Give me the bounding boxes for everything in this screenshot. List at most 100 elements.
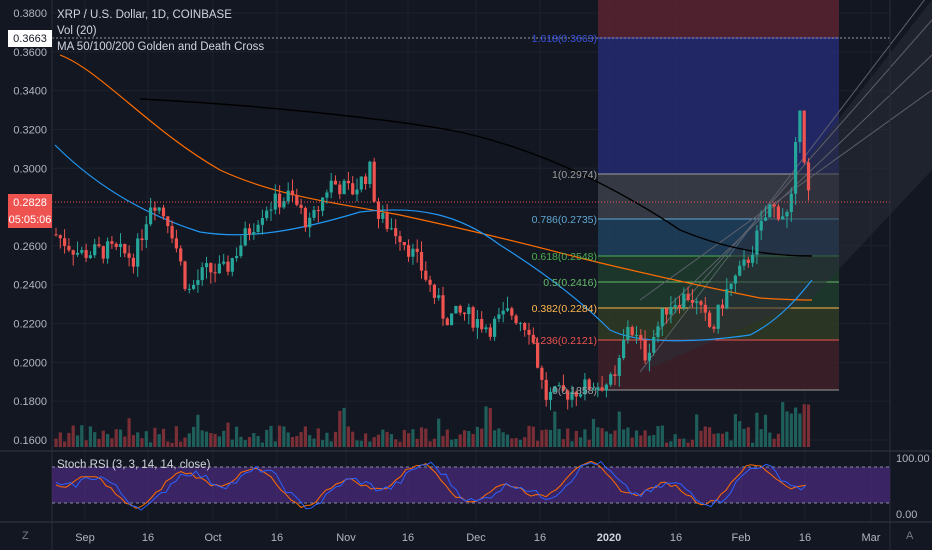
volume-bar [540,430,544,447]
candle [527,329,531,335]
candle [587,379,591,390]
regression-channel[interactable] [639,0,932,373]
candle [493,318,497,337]
volume-bar [75,435,80,447]
fib-level-label: 0.236(0.2121) [532,335,597,347]
auto-scale-button[interactable]: A [906,530,914,542]
volume-indicator-label[interactable]: Vol (20) [57,25,97,37]
candle [123,243,127,254]
candle [286,190,290,202]
volume-bar [161,428,166,447]
fib-zone-top [598,0,839,38]
stoch-indicator-label[interactable]: Stoch RSI (3, 3, 14, 14, close) [57,459,211,471]
candle [763,217,768,221]
volume-bar [157,434,161,447]
volume-bar [269,425,273,447]
volume-bar [131,435,135,447]
volume-bar [613,430,617,447]
volume-bar [690,439,694,447]
volume-bar [54,438,58,447]
volume-bar [639,435,643,447]
chart-legend: XRP / U.S. Dollar, 1D, COINBASE Vol (20)… [57,7,264,55]
volume-bar [488,408,492,447]
volume-bar [763,414,768,447]
volume-bar [286,432,290,447]
candle [312,210,316,218]
candle [806,162,811,191]
volume-bar [484,406,488,447]
price-tick-label: 0.1600 [13,435,47,447]
candle [716,304,720,329]
time-axis[interactable]: Sep 16 Oct 16 Nov 16 Dec 16 2020 16 Feb 16 Mar [75,532,881,544]
candle [665,308,669,315]
volume-bar [720,433,725,447]
stoch-rsi-pane[interactable] [52,460,890,511]
volume-bar [566,428,570,447]
candle [437,295,441,298]
volume-bar [798,413,802,447]
candle [574,391,578,397]
volume-bar [312,438,316,447]
candle [488,327,492,337]
volume-bar [166,441,170,447]
volume-bar [772,438,776,447]
volume-bar [226,422,230,447]
candle [647,352,651,361]
volume-bar [467,431,471,447]
time-tick-label: Oct [204,532,221,544]
volume-bar [209,433,213,447]
candle [166,216,170,227]
volume-bar [548,429,553,447]
candle [445,318,449,326]
volume-bar [394,439,398,447]
candle [118,243,123,247]
candle [161,207,166,217]
stoch-k-line [55,460,807,511]
symbol-title[interactable]: XRP / U.S. Dollar, 1D, COINBASE [57,9,232,21]
candle [239,245,243,257]
volume-bar [316,428,320,447]
time-tick-label: 16 [799,532,811,544]
candle [798,110,802,143]
candle [260,218,264,225]
stoch-tick-label: 0.00 [896,509,917,521]
price-tick-label: 0.3800 [13,8,47,20]
candle [75,252,80,255]
candle [768,204,772,218]
candle [639,335,643,341]
ma-indicator-label[interactable]: MA 50/100/200 Golden and Death Cross [57,41,265,53]
ma200-line [139,98,813,257]
volume-bar [84,440,88,447]
volume-bar [759,429,763,447]
candle [622,339,626,359]
time-tick-label: 16 [534,532,546,544]
candle [402,241,406,246]
candle [80,250,84,253]
volume-bar [523,437,527,447]
candle [415,248,419,252]
candle [329,180,333,193]
time-tick-label: Feb [732,532,751,544]
volume-bar [518,439,522,447]
candle [738,265,742,276]
volume-bar [183,437,187,447]
candle [802,110,806,163]
volume-bar [454,438,458,447]
ma50-line [54,144,813,342]
candle [101,246,105,259]
volume-bar [187,433,191,447]
volume-bar [192,426,196,447]
candle [269,209,273,211]
candle [626,327,630,340]
volume-bar [673,434,677,447]
volume-bar [634,430,639,447]
volume-bar [299,432,303,447]
volume-bar [346,426,350,447]
candle [209,263,213,273]
volume-bar [252,433,256,447]
candle [677,305,682,308]
candle [729,283,733,290]
candle [157,207,161,211]
z-icon[interactable]: Z [22,530,29,542]
